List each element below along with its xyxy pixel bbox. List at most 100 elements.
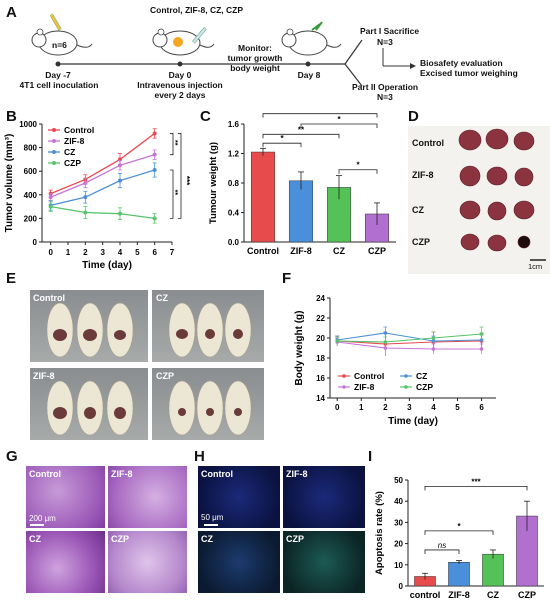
x-tick-label: 1 bbox=[66, 248, 71, 257]
legend-marker-zif-8 bbox=[52, 139, 56, 143]
data-point-cz bbox=[152, 168, 157, 173]
mice-label-czp: CZP bbox=[156, 371, 174, 381]
series-line-cz bbox=[50, 169, 155, 207]
sig-bracket bbox=[170, 169, 174, 219]
data-point-czp bbox=[479, 332, 484, 336]
part2-n-label: N=3 bbox=[377, 92, 393, 102]
tumor-volume-chart: 0 200 400 600 800 1000 0 1 2 3 4 5 6 7 Time (day) Tumor… bbox=[4, 120, 191, 271]
y-axis-title: Body weight (g) bbox=[294, 311, 305, 386]
y-tick-label: 20 bbox=[394, 540, 403, 549]
tumor-row-cz: CZ bbox=[412, 205, 424, 215]
legend-marker-czp bbox=[404, 385, 408, 389]
he-stain-czp bbox=[108, 531, 187, 593]
mice-photo-control bbox=[30, 290, 148, 362]
y-tick-label: 22 bbox=[316, 314, 325, 323]
y-tick-label: 1.6 bbox=[228, 120, 240, 129]
tunel-label-zif8: ZIF-8 bbox=[286, 469, 308, 479]
x-tick-label: 3 bbox=[100, 248, 105, 257]
tumour-weight-chart: 0.0 0.4 0.8 1.2 1.6 Tumour weight (g) Control Z… bbox=[208, 112, 396, 256]
data-point-zif-8 bbox=[152, 152, 157, 157]
category-label-zif-8: ZIF-8 bbox=[290, 246, 312, 256]
mouse-icon-2 bbox=[152, 27, 215, 56]
x-tick-label: 5 bbox=[135, 248, 140, 257]
y-tick-label: 18 bbox=[316, 354, 325, 363]
outcome-2-label: Excised tumor weighing bbox=[420, 68, 518, 78]
group-size-label: n=6 bbox=[52, 40, 67, 50]
legend-label-czp: CZP bbox=[416, 382, 433, 392]
sig-label: ** bbox=[298, 125, 305, 134]
part2-label: Part II Operation bbox=[352, 82, 419, 92]
tumor-scale-bar-label: 1cm bbox=[528, 262, 543, 271]
sig-bracket bbox=[300, 123, 378, 128]
sig-label: * bbox=[280, 134, 284, 143]
sig-label: * bbox=[457, 522, 461, 531]
x-tick-label: 0 bbox=[48, 248, 53, 257]
tumor-row-czp: CZP bbox=[412, 237, 430, 247]
x-tick-label: 3 bbox=[407, 403, 412, 412]
bar-control bbox=[250, 151, 276, 243]
legend-label-cz: CZ bbox=[64, 147, 75, 157]
panel-e-letter: E bbox=[6, 270, 17, 287]
sig-label: *** bbox=[182, 176, 191, 186]
data-point-zif-8 bbox=[479, 347, 484, 351]
y-tick-label: 1000 bbox=[19, 120, 37, 129]
y-tick-label: 0.0 bbox=[228, 238, 240, 247]
x-tick-label: 4 bbox=[118, 248, 123, 257]
y-tick-label: 16 bbox=[316, 374, 325, 383]
monitor-label-2: tumor growth bbox=[227, 53, 283, 63]
tumor-photo-art bbox=[458, 128, 546, 261]
series-line-zif-8 bbox=[337, 341, 482, 350]
legend-marker-czp bbox=[52, 161, 56, 165]
data-point-zif-8 bbox=[118, 163, 122, 168]
tunel-stain-czp bbox=[283, 531, 365, 593]
panel-a-letter: A bbox=[6, 4, 17, 21]
y-tick-label: 0 bbox=[399, 582, 404, 591]
data-point-cz bbox=[383, 331, 388, 335]
y-tick-label: 400 bbox=[24, 191, 38, 200]
he-label-czp: CZP bbox=[111, 534, 129, 544]
data-point-zif-8 bbox=[431, 347, 436, 351]
panel-g-letter: G bbox=[6, 448, 18, 465]
sig-bracket bbox=[262, 142, 302, 148]
series-line-czp bbox=[50, 205, 155, 220]
sig-bracket bbox=[424, 485, 528, 491]
y-tick-label: 14 bbox=[316, 394, 325, 403]
sig-bracket bbox=[338, 169, 378, 174]
data-point-czp bbox=[83, 210, 88, 215]
mice-photo-czp bbox=[152, 368, 264, 440]
legend-marker-cz bbox=[404, 374, 408, 378]
sig-label: ** bbox=[171, 140, 178, 146]
series-line-czp bbox=[337, 333, 482, 343]
part1-label: Part I Sacrifice bbox=[360, 26, 420, 36]
bar-cz bbox=[482, 553, 504, 587]
he-stain-zif8 bbox=[108, 466, 187, 528]
data-point-zif-8 bbox=[48, 195, 53, 200]
legend-marker-control bbox=[342, 374, 346, 378]
y-tick-label: 0.4 bbox=[228, 209, 240, 218]
he-label-control: Control bbox=[29, 469, 61, 479]
legend-label-zif-8: ZIF-8 bbox=[64, 136, 85, 146]
category-label-zif-8: ZIF-8 bbox=[448, 590, 470, 600]
y-axis-title: Tumour weight (g) bbox=[208, 142, 219, 224]
day-minus7-desc: 4T1 cell inoculation bbox=[19, 80, 99, 90]
tunel-stain-control bbox=[198, 466, 280, 528]
he-stain-control bbox=[26, 466, 105, 528]
series-line-cz bbox=[337, 332, 482, 342]
sig-bracket bbox=[424, 549, 460, 554]
data-point-zif-8 bbox=[83, 181, 88, 185]
x-tick-label: 2 bbox=[83, 248, 88, 257]
x-tick-label: 7 bbox=[170, 248, 175, 257]
data-point-czp bbox=[335, 339, 340, 343]
y-tick-label: 40 bbox=[394, 497, 403, 506]
sig-bracket bbox=[170, 133, 174, 156]
legend-label-control: Control bbox=[64, 125, 94, 135]
panel-i-letter: I bbox=[368, 448, 373, 465]
day8-label: Day 8 bbox=[297, 70, 321, 80]
sig-label: ** bbox=[171, 190, 178, 196]
series-line-control bbox=[50, 132, 156, 195]
x-tick-label: 2 bbox=[383, 403, 388, 412]
y-tick-label: 10 bbox=[394, 561, 403, 570]
panel-d-letter: D bbox=[408, 108, 419, 125]
data-point-czp bbox=[431, 336, 436, 340]
x-tick-label: 6 bbox=[152, 248, 157, 257]
